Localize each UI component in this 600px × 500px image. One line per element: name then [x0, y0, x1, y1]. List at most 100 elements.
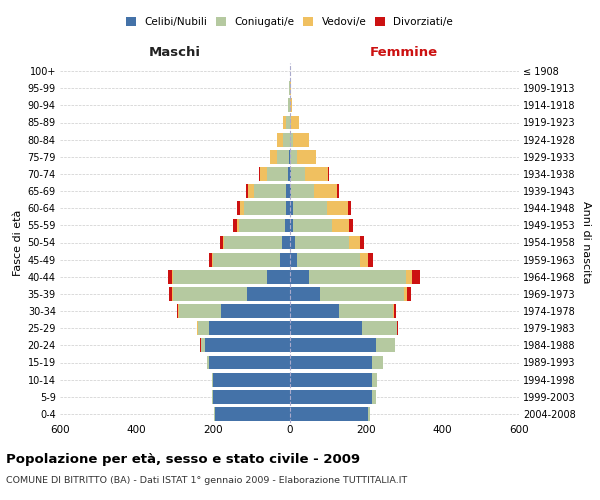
Bar — [289, 150, 290, 164]
Bar — [394, 304, 396, 318]
Bar — [290, 150, 297, 164]
Bar — [290, 116, 292, 130]
Bar — [290, 304, 339, 318]
Bar — [290, 253, 297, 266]
Bar — [283, 116, 286, 130]
Bar — [290, 270, 308, 283]
Bar — [212, 373, 213, 386]
Bar — [290, 322, 362, 335]
Bar — [393, 304, 394, 318]
Bar — [349, 236, 360, 250]
Bar — [412, 270, 419, 283]
Y-axis label: Anni di nascita: Anni di nascita — [581, 201, 592, 284]
Bar — [397, 322, 398, 335]
Bar — [290, 287, 320, 301]
Bar — [266, 167, 287, 181]
Bar — [360, 236, 364, 250]
Bar — [212, 390, 213, 404]
Bar — [266, 270, 290, 283]
Bar — [237, 202, 240, 215]
Bar — [327, 202, 348, 215]
Bar — [308, 270, 406, 283]
Bar — [337, 184, 339, 198]
Bar — [282, 236, 290, 250]
Bar — [290, 356, 372, 370]
Bar — [292, 184, 314, 198]
Bar — [277, 150, 289, 164]
Text: COMUNE DI BITRITTO (BA) - Dati ISTAT 1° gennaio 2009 - Elaborazione TUTTITALIA.I: COMUNE DI BITRITTO (BA) - Dati ISTAT 1° … — [6, 476, 407, 485]
Bar — [286, 202, 290, 215]
Bar — [277, 133, 283, 146]
Bar — [368, 253, 373, 266]
Bar — [295, 236, 349, 250]
Bar — [247, 287, 290, 301]
Bar — [290, 390, 372, 404]
Bar — [368, 407, 370, 421]
Bar — [248, 184, 254, 198]
Bar — [349, 218, 353, 232]
Bar — [209, 322, 290, 335]
Text: Maschi: Maschi — [149, 46, 201, 59]
Bar — [205, 338, 290, 352]
Bar — [269, 150, 277, 164]
Bar — [233, 218, 237, 232]
Bar — [290, 407, 368, 421]
Bar — [290, 218, 293, 232]
Bar — [173, 270, 266, 283]
Bar — [220, 236, 223, 250]
Bar — [293, 218, 332, 232]
Bar — [212, 253, 213, 266]
Bar — [290, 373, 372, 386]
Bar — [407, 287, 411, 301]
Bar — [283, 133, 290, 146]
Bar — [372, 356, 383, 370]
Bar — [239, 218, 285, 232]
Bar — [286, 184, 290, 198]
Text: Popolazione per età, sesso e stato civile - 2009: Popolazione per età, sesso e stato civil… — [6, 452, 360, 466]
Bar — [328, 167, 329, 181]
Text: Femmine: Femmine — [370, 46, 439, 59]
Bar — [172, 270, 173, 283]
Bar — [260, 167, 266, 181]
Bar — [320, 287, 404, 301]
Bar — [289, 98, 290, 112]
Bar — [289, 82, 290, 95]
Bar — [169, 287, 172, 301]
Bar — [293, 202, 327, 215]
Bar — [372, 390, 376, 404]
Bar — [246, 184, 248, 198]
Bar — [290, 202, 293, 215]
Bar — [297, 150, 316, 164]
Bar — [209, 253, 212, 266]
Bar — [286, 116, 290, 130]
Bar — [209, 356, 290, 370]
Bar — [280, 253, 290, 266]
Bar — [213, 253, 280, 266]
Bar — [223, 236, 224, 250]
Bar — [173, 287, 247, 301]
Bar — [332, 218, 349, 232]
Bar — [207, 356, 209, 370]
Bar — [376, 338, 395, 352]
Bar — [287, 167, 290, 181]
Bar — [213, 373, 290, 386]
Bar — [201, 338, 205, 352]
Y-axis label: Fasce di età: Fasce di età — [13, 210, 23, 276]
Bar — [404, 287, 407, 301]
Bar — [215, 407, 290, 421]
Bar — [362, 322, 397, 335]
Bar — [290, 236, 295, 250]
Bar — [293, 133, 308, 146]
Bar — [240, 202, 244, 215]
Bar — [214, 407, 215, 421]
Bar — [305, 167, 328, 181]
Bar — [290, 338, 376, 352]
Bar — [213, 390, 290, 404]
Bar — [339, 304, 393, 318]
Bar — [168, 270, 172, 283]
Legend: Celibi/Nubili, Coniugati/e, Vedovi/e, Divorziati/e: Celibi/Nubili, Coniugati/e, Vedovi/e, Di… — [126, 18, 453, 28]
Bar — [287, 98, 289, 112]
Bar — [406, 270, 412, 283]
Bar — [285, 218, 290, 232]
Bar — [259, 167, 260, 181]
